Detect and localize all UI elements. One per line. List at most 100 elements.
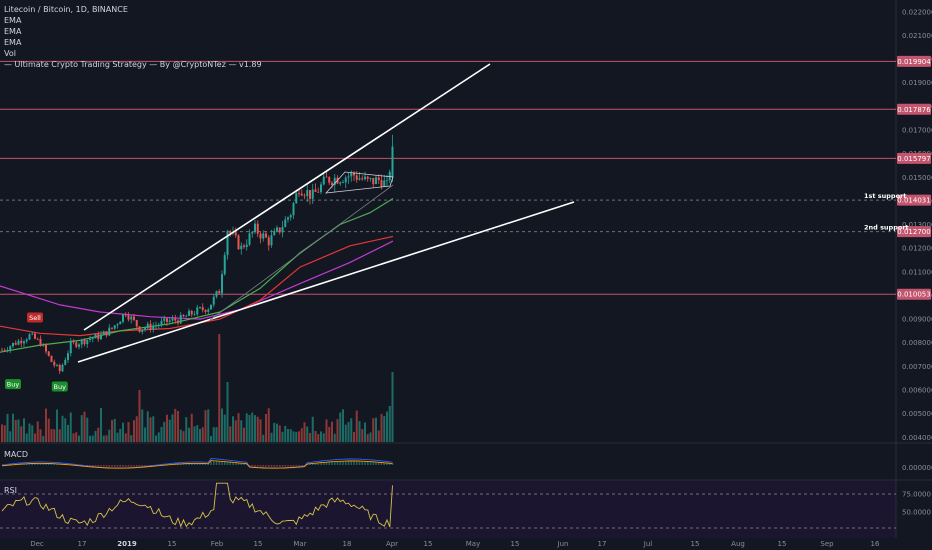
volume-bar	[146, 411, 149, 442]
volume-bar	[375, 417, 377, 442]
candle-body	[361, 178, 364, 180]
macd-histogram-bar	[320, 462, 322, 465]
candle-body	[289, 215, 292, 218]
volume-bar	[309, 433, 311, 442]
macd-histogram-bar	[39, 463, 42, 465]
candle-body	[331, 182, 333, 185]
legend-ema-3: EMA	[4, 38, 22, 47]
candle-body	[333, 177, 336, 185]
candle-body	[34, 333, 36, 339]
price-level-tag-text: 0.010053	[897, 291, 930, 299]
candle-body	[152, 326, 155, 330]
candle-body	[339, 182, 342, 184]
candle-body	[256, 223, 259, 234]
volume-bar	[336, 419, 339, 442]
candle-body	[119, 321, 122, 325]
candle-body	[254, 223, 256, 233]
macd-histogram-bar	[215, 461, 218, 465]
x-tick-label: 15	[778, 540, 787, 548]
volume-bar	[331, 421, 333, 442]
x-tick-label: 15	[424, 540, 433, 548]
candle-body	[234, 232, 237, 236]
x-tick-label: Sep	[820, 540, 834, 548]
volume-bar	[295, 431, 298, 442]
x-tick-label: Dec	[30, 540, 44, 548]
macd-histogram-bar	[375, 462, 377, 465]
macd-signal-line	[1, 460, 393, 469]
macd-histogram-bar	[322, 462, 325, 465]
volume-bar	[251, 412, 254, 442]
x-tick-label: 15	[168, 540, 177, 548]
volume-bar	[391, 372, 394, 442]
candle-body	[226, 231, 229, 256]
candle-body	[138, 326, 141, 332]
candle-body	[56, 364, 58, 366]
candle-body	[267, 237, 270, 246]
volume-bar	[278, 425, 281, 442]
macd-histogram-bar	[377, 462, 380, 465]
macd-histogram-bar	[273, 465, 276, 467]
candle-body	[144, 328, 146, 330]
macd-histogram-bar	[89, 465, 91, 466]
macd-histogram-bar	[212, 461, 215, 465]
volume-bar	[122, 422, 124, 442]
candle-body	[295, 193, 298, 204]
candle-body	[122, 314, 124, 322]
volume-bar	[328, 426, 331, 442]
macd-histogram-bar	[141, 465, 144, 467]
candle-body	[196, 307, 199, 315]
candle-body	[248, 233, 251, 245]
volume-bar	[201, 427, 204, 442]
x-tick-label: 15	[691, 540, 700, 548]
candle-body	[102, 331, 105, 335]
candle-body	[259, 233, 262, 239]
macd-histogram-bar	[366, 461, 369, 465]
macd-histogram-bar	[124, 465, 127, 467]
volume-bar	[23, 418, 25, 442]
volume-bar	[259, 419, 262, 442]
candle-body	[221, 274, 223, 294]
macd-histogram-bar	[45, 463, 47, 465]
macd-histogram-bar	[309, 463, 311, 465]
macd-histogram-bar	[146, 465, 149, 466]
volume-bar	[124, 433, 127, 442]
volume-bar	[69, 412, 72, 442]
candle-body	[25, 339, 28, 342]
volume-bar	[105, 435, 108, 442]
rsi-pane-label: RSI	[4, 486, 17, 495]
candle-body	[369, 177, 372, 179]
volume-bar	[204, 410, 207, 442]
volume-bar	[6, 413, 9, 442]
candle-body	[124, 314, 127, 316]
candle-body	[218, 291, 221, 294]
macd-histogram-bar	[391, 463, 394, 465]
candle-body	[328, 177, 331, 183]
volume-bar	[372, 418, 375, 442]
candle-body	[105, 331, 108, 336]
candle-body	[188, 310, 190, 317]
macd-histogram-bar	[278, 465, 281, 467]
legend-ema-1: EMA	[4, 16, 22, 25]
macd-histogram-bar	[36, 463, 39, 465]
x-tick-label: Jul	[643, 540, 653, 548]
candle-body	[325, 176, 328, 178]
candle-body	[372, 177, 375, 185]
candle-body	[69, 341, 72, 354]
macd-histogram-bar	[130, 465, 133, 467]
candle-body	[265, 233, 267, 238]
volume-bar	[215, 427, 218, 442]
macd-histogram-bar	[97, 465, 100, 467]
chart-title: Litecoin / Bitcoin, 1D, BINANCE	[4, 5, 128, 14]
candle-body	[245, 244, 248, 247]
macd-histogram-bar	[347, 461, 350, 465]
macd-histogram-bar	[281, 465, 284, 467]
candle-body	[3, 349, 6, 351]
candle-body	[100, 334, 102, 340]
macd-histogram-bar	[127, 465, 130, 467]
volume-bar	[163, 421, 166, 442]
macd-histogram-bar	[188, 463, 190, 465]
x-tick-label: 15	[511, 540, 520, 548]
candle-body	[199, 307, 201, 308]
